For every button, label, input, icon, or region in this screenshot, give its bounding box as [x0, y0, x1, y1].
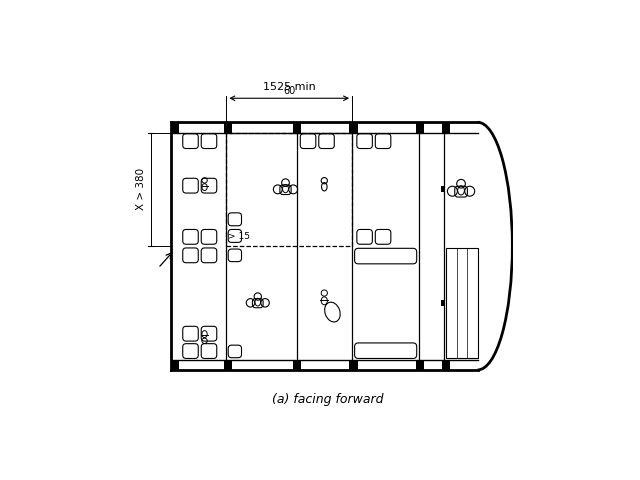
- Bar: [171, 360, 179, 370]
- Bar: [442, 186, 445, 192]
- Text: 1525 min: 1525 min: [263, 82, 316, 92]
- Bar: [349, 360, 358, 370]
- Bar: [227, 132, 352, 246]
- Text: > 15: > 15: [228, 231, 250, 240]
- Bar: [416, 122, 424, 132]
- Bar: [293, 122, 301, 132]
- Text: (a) facing forward: (a) facing forward: [272, 393, 384, 406]
- Bar: [442, 300, 445, 306]
- Text: X > 380: X > 380: [136, 168, 146, 210]
- Bar: [442, 122, 450, 132]
- Bar: [224, 122, 232, 132]
- Bar: [446, 248, 477, 358]
- Bar: [349, 122, 358, 132]
- Bar: [171, 122, 179, 132]
- Bar: [416, 360, 424, 370]
- Bar: [293, 360, 301, 370]
- Bar: [224, 360, 232, 370]
- Text: 60: 60: [283, 86, 295, 96]
- Bar: [442, 360, 450, 370]
